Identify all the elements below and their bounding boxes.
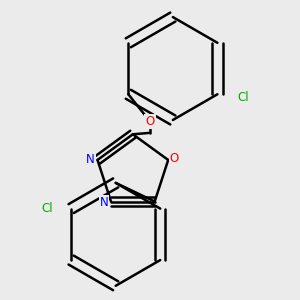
Text: Cl: Cl <box>41 202 52 215</box>
Text: N: N <box>100 196 108 208</box>
Text: N: N <box>86 153 95 166</box>
Text: Cl: Cl <box>237 91 249 103</box>
Text: O: O <box>170 152 179 165</box>
Text: O: O <box>146 115 154 128</box>
